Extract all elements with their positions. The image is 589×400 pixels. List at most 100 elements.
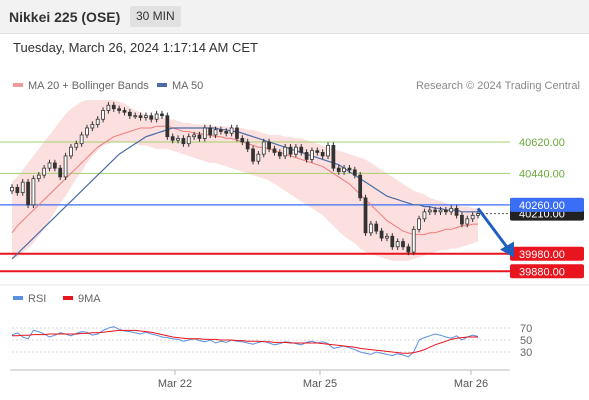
level-label-40620.00: 40620.00 bbox=[519, 137, 565, 149]
candle-body bbox=[363, 197, 368, 234]
rsi-tick-label: 30 bbox=[520, 347, 532, 359]
candle-body bbox=[272, 148, 277, 153]
candle-body bbox=[379, 230, 384, 239]
candle-body bbox=[347, 167, 352, 171]
candle-body bbox=[20, 181, 25, 194]
candle-body bbox=[47, 162, 52, 169]
candle-body bbox=[395, 241, 400, 248]
candle-body bbox=[192, 134, 196, 138]
ma20-line bbox=[11, 125, 478, 236]
candle-body bbox=[74, 143, 79, 148]
candle-body bbox=[470, 214, 475, 220]
level-label-39880.00: 39880.00 bbox=[519, 266, 565, 278]
legend-swatch bbox=[157, 83, 167, 88]
candle-body bbox=[31, 178, 36, 206]
candle-body bbox=[336, 167, 341, 173]
candle-body bbox=[465, 218, 470, 225]
candle-body bbox=[267, 141, 271, 150]
candle-body bbox=[401, 241, 405, 248]
candle-body bbox=[390, 235, 395, 248]
candle-body bbox=[186, 136, 191, 145]
candle-body bbox=[111, 104, 116, 110]
candle-body bbox=[454, 207, 459, 216]
candle-body bbox=[127, 111, 132, 117]
candle-body bbox=[208, 127, 213, 136]
level-label-40440.00: 40440.00 bbox=[519, 168, 565, 180]
candle-body bbox=[42, 167, 47, 176]
legend-swatch bbox=[63, 296, 73, 301]
candle-body bbox=[235, 127, 239, 139]
candle-body bbox=[90, 124, 95, 129]
forecast-arrow-shaft bbox=[476, 207, 510, 250]
candle-body bbox=[460, 214, 464, 225]
candle-body bbox=[240, 138, 245, 143]
candle-body bbox=[197, 134, 202, 139]
candle-body bbox=[63, 155, 68, 178]
candle-body bbox=[433, 209, 438, 213]
candle-body bbox=[26, 181, 30, 206]
x-tick-label: Mar 22 bbox=[158, 378, 192, 390]
legend-swatch bbox=[13, 83, 23, 88]
candle-body bbox=[331, 145, 336, 169]
candle-body bbox=[261, 141, 266, 155]
candle-body bbox=[449, 207, 454, 213]
legend-label: MA 20 + Bollinger Bands bbox=[28, 80, 149, 92]
legend-swatch bbox=[13, 296, 23, 301]
candle-body bbox=[122, 110, 127, 113]
candle-body bbox=[256, 153, 261, 162]
candle-body bbox=[320, 152, 325, 157]
candle-body bbox=[202, 127, 207, 139]
candle-body bbox=[283, 146, 288, 157]
candle-body bbox=[294, 146, 298, 155]
candle-body bbox=[149, 115, 154, 120]
candle-body bbox=[213, 129, 218, 136]
candle-body bbox=[85, 127, 89, 136]
candle-body bbox=[251, 148, 255, 162]
candle-body bbox=[315, 150, 320, 153]
candle-body bbox=[277, 152, 282, 157]
candle-body bbox=[106, 104, 111, 111]
candle-body bbox=[79, 134, 84, 145]
level-tag-39980.00 bbox=[510, 246, 584, 261]
candle-body bbox=[385, 235, 389, 239]
legend-label: MA 50 bbox=[172, 80, 204, 92]
candle-body bbox=[52, 162, 57, 169]
x-tick-label: Mar 26 bbox=[454, 378, 488, 390]
candle-body bbox=[101, 110, 105, 120]
candle-body bbox=[117, 108, 121, 111]
candle-body bbox=[358, 174, 363, 199]
candle-body bbox=[58, 167, 63, 178]
candle-body bbox=[160, 113, 164, 117]
candle-body bbox=[224, 131, 229, 134]
x-tick-label: Mar 25 bbox=[303, 378, 337, 390]
bollinger-band-area bbox=[12, 100, 478, 261]
candle-body bbox=[165, 115, 170, 138]
candle-body bbox=[299, 146, 304, 153]
candle-body bbox=[229, 127, 234, 134]
candle-body bbox=[10, 186, 14, 192]
candle-body bbox=[154, 113, 159, 120]
legend-ma20-bollinger: MA 20 + Bollinger Bands bbox=[13, 80, 149, 92]
candle-body bbox=[245, 141, 250, 150]
ma50-line bbox=[11, 127, 478, 260]
candle-body bbox=[443, 209, 448, 213]
timestamp: Tuesday, March 26, 2024 1:17:14 AM CET bbox=[13, 40, 258, 55]
candle-body bbox=[219, 129, 223, 132]
candle-body bbox=[304, 152, 309, 160]
candle-body bbox=[181, 138, 186, 145]
legend-9ma: 9MA bbox=[63, 293, 101, 305]
candle-body bbox=[438, 209, 443, 213]
series-9ma bbox=[12, 329, 478, 354]
rsi-tick-label: 50 bbox=[520, 335, 532, 347]
candle-body bbox=[476, 213, 480, 216]
interval-button[interactable]: 30 MIN bbox=[130, 6, 181, 27]
candle-body bbox=[138, 115, 143, 118]
candle-body bbox=[369, 223, 373, 234]
candle-body bbox=[95, 118, 100, 125]
level-tag-39880.00 bbox=[510, 264, 584, 279]
copyright-notice: Research © 2024 Trading Central bbox=[415, 80, 580, 92]
pivot-label-front: 40260.00 bbox=[519, 200, 565, 212]
chart-header: Nikkei 225 (OSE) 30 MIN bbox=[0, 0, 589, 34]
candle-body bbox=[417, 218, 421, 230]
